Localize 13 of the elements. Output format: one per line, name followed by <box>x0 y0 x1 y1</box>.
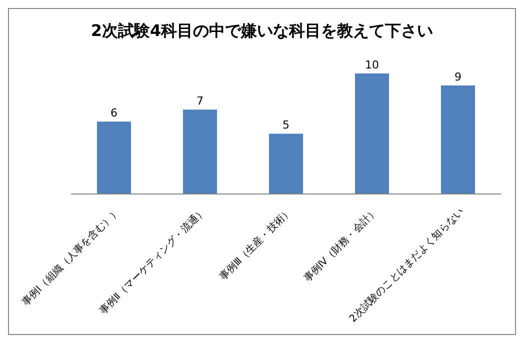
data-label: 5 <box>282 118 290 132</box>
x-tick-label: 事例Ⅲ（生産・技術） <box>217 206 294 283</box>
bar <box>183 110 217 194</box>
data-label: 9 <box>454 70 462 84</box>
data-label: 7 <box>196 94 204 108</box>
chart-title: 2次試験4科目の中で嫌いな科目を教えて下さい <box>90 20 434 42</box>
x-tick-label: 事例Ⅳ（財務・会計） <box>301 206 380 284</box>
bar <box>97 122 131 194</box>
bar <box>441 86 475 194</box>
bar <box>269 134 303 194</box>
data-label: 10 <box>365 58 379 72</box>
data-label: 6 <box>110 106 118 120</box>
bar <box>355 73 389 194</box>
